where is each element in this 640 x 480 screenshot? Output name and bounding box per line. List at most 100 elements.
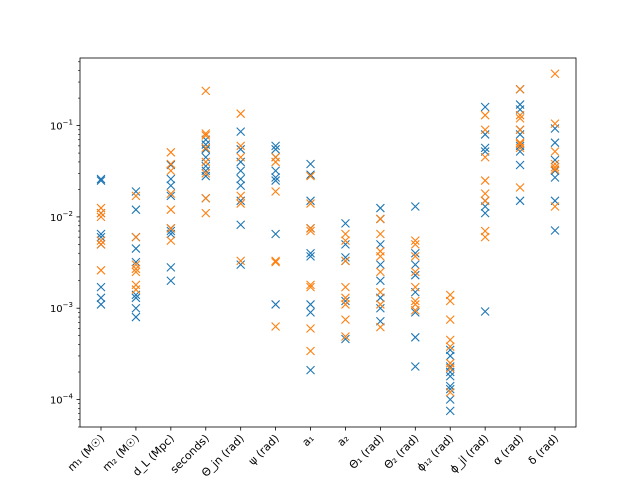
- data-point-s0-c9-p5: [410, 307, 420, 317]
- data-point-s1-c8-p5: [375, 287, 385, 297]
- data-point-s1-c12-p2: [515, 113, 525, 123]
- data-point-s0-c6-p7: [306, 307, 315, 317]
- data-point-s1-c2-p3: [166, 189, 176, 198]
- data-point-s0-c1-p8: [131, 312, 141, 322]
- data-point-s0-c10-p1: [445, 351, 455, 361]
- data-point-s0-c0-p1: [96, 176, 106, 185]
- data-point-s0-c12-p8: [515, 196, 525, 206]
- data-point-s1-c11-p1: [480, 125, 490, 135]
- data-point-s1-c12-p7: [515, 183, 525, 192]
- data-point-s0-c5-p3: [271, 166, 281, 176]
- data-point-s0-c10-p3: [445, 367, 455, 377]
- data-point-s1-c9-p5: [410, 296, 420, 306]
- data-point-s0-c3-p4: [201, 161, 211, 171]
- data-point-s0-c11-p1: [480, 130, 490, 139]
- data-point-s0-c9-p7: [410, 362, 420, 371]
- data-point-s1-c5-p5: [271, 322, 281, 331]
- data-point-s1-c7-p2: [341, 256, 350, 266]
- data-point-s1-c11-p6: [480, 226, 490, 236]
- data-point-s1-c7-p3: [341, 282, 350, 292]
- data-point-s1-c1-p1: [131, 232, 141, 242]
- data-point-s0-c2-p3: [166, 191, 176, 201]
- x-tick-label-12: α (rad): [490, 432, 526, 468]
- data-point-s0-c2-p8: [166, 276, 176, 286]
- data-point-s1-c9-p3: [410, 267, 420, 277]
- data-point-s1-c12-p0: [515, 84, 525, 94]
- data-point-s0-c12-p7: [515, 160, 525, 170]
- data-point-s0-c6-p0: [306, 159, 315, 169]
- data-point-s1-c2-p0: [166, 147, 176, 157]
- data-point-s0-c0-p6: [96, 282, 106, 292]
- data-point-s0-c8-p4: [375, 276, 385, 286]
- data-point-s1-c9-p4: [410, 282, 420, 292]
- data-point-s1-c8-p1: [375, 229, 385, 239]
- data-point-s1-c11-p4: [480, 189, 490, 198]
- data-point-s0-c7-p0: [341, 218, 350, 228]
- data-point-s1-c7-p6: [341, 315, 350, 325]
- data-point-s1-c7-p4: [341, 293, 350, 303]
- data-point-s1-c9-p0: [410, 236, 420, 245]
- data-point-s1-c4-p0: [236, 109, 246, 119]
- data-point-s0-c5-p1: [271, 144, 281, 154]
- data-point-s1-c5-p3: [271, 256, 281, 266]
- data-point-s1-c7-p1: [341, 236, 350, 245]
- data-point-s1-c11-p5: [480, 196, 490, 206]
- data-point-s0-c4-p8: [236, 260, 246, 270]
- data-point-s1-c10-p3: [445, 335, 455, 345]
- data-point-s1-c12-p6: [515, 143, 525, 153]
- data-point-s0-c10-p4: [445, 371, 455, 381]
- data-point-s1-c0-p2: [96, 236, 106, 245]
- data-point-s0-c4-p2: [236, 157, 246, 167]
- data-point-s1-c9-p7: [410, 305, 420, 315]
- data-point-s0-c3-p3: [201, 152, 211, 162]
- data-point-s0-c13-p3: [550, 166, 560, 176]
- data-point-s1-c5-p2: [271, 187, 281, 196]
- data-point-s0-c2-p2: [166, 181, 176, 191]
- data-point-s1-c6-p4: [306, 280, 315, 290]
- data-point-s1-c0-p5: [96, 208, 106, 218]
- y-axis: 10−4 10−3 10−2 10−1: [50, 61, 80, 428]
- data-point-s0-c1-p1: [131, 205, 141, 215]
- data-point-s0-c6-p8: [306, 365, 315, 375]
- data-point-s1-c4-p2: [236, 152, 246, 162]
- data-point-s1-c2-p1: [166, 159, 176, 169]
- data-point-s1-c6-p6: [306, 324, 315, 333]
- data-point-s0-c0-p3: [96, 229, 106, 239]
- data-point-s1-c0-p3: [96, 240, 106, 249]
- data-point-s1-c10-p1: [445, 296, 455, 306]
- data-point-s0-c6-p6: [306, 300, 315, 309]
- data-point-s0-c7-p2: [341, 253, 350, 262]
- data-point-s0-c4-p0: [236, 127, 246, 136]
- data-point-s1-c3-p3: [201, 143, 211, 153]
- data-point-s0-c13-p6: [550, 226, 560, 235]
- x-tick-label-5: ψ (rad): [246, 432, 282, 468]
- data-point-s0-c10-p0: [445, 345, 455, 355]
- data-point-s0-c4-p7: [236, 220, 246, 230]
- x-tick-label-0: m₁ (M☉): [65, 432, 107, 474]
- data-point-s0-c2-p1: [166, 174, 176, 184]
- y-tick-label-3: 10−1: [50, 119, 73, 133]
- data-point-s1-c12-p5: [515, 139, 525, 149]
- data-point-s1-c1-p0: [131, 191, 141, 201]
- data-point-s0-c10-p8: [445, 406, 455, 416]
- x-tick-label-7: a₂: [335, 432, 352, 449]
- x-axis: m₁ (M☉)m₂ (M☉)d_L (Mpc)seconds)Θ_jn (rad…: [65, 427, 561, 480]
- data-point-s1-c9-p1: [410, 240, 420, 249]
- data-point-s1-c2-p6: [166, 236, 176, 245]
- data-point-s1-c4-p3: [236, 191, 246, 201]
- data-point-s0-c13-p2: [550, 155, 560, 165]
- data-point-s0-c0-p0: [96, 174, 106, 184]
- data-point-s0-c1-p4: [131, 257, 141, 267]
- data-point-s0-c6-p1: [306, 170, 315, 180]
- chart-marks: [96, 69, 560, 416]
- x-tick-label-11: ϕ_jl (rad): [447, 432, 491, 476]
- data-point-s1-c9-p2: [410, 251, 420, 261]
- data-point-s1-c3-p7: [201, 208, 211, 218]
- data-point-s1-c7-p7: [341, 332, 350, 341]
- data-point-s1-c0-p1: [96, 212, 106, 222]
- data-point-s0-c7-p1: [341, 240, 350, 249]
- data-point-s0-c5-p6: [271, 229, 281, 239]
- data-point-s0-c9-p2: [410, 260, 420, 270]
- data-point-s0-c4-p4: [236, 174, 246, 184]
